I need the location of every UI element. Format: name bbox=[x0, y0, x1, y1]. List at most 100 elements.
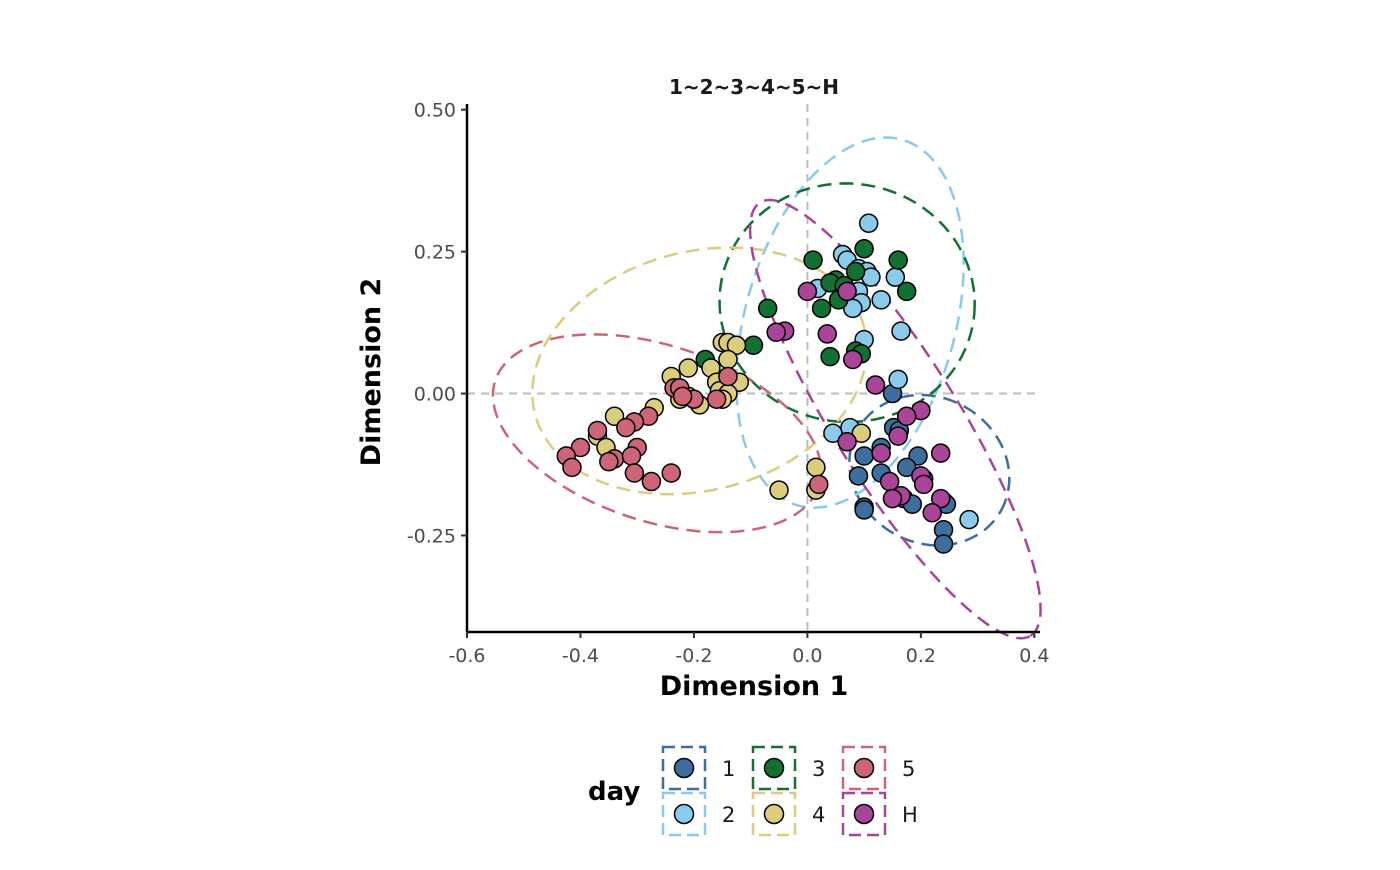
point-day-H bbox=[913, 474, 934, 495]
legend-point-swatch bbox=[853, 803, 875, 825]
ellipse-day-2 bbox=[735, 136, 965, 509]
point-day-5 bbox=[706, 389, 727, 409]
legend-key-day-4: 4 bbox=[751, 791, 825, 837]
point-day-H bbox=[843, 349, 863, 370]
legend-point-swatch bbox=[763, 803, 785, 825]
point-day-1 bbox=[854, 500, 874, 520]
legend-ellipse-swatch bbox=[751, 745, 797, 791]
point-day-2 bbox=[891, 321, 911, 341]
legend: day 1 2 3 4 5 H bbox=[588, 745, 918, 837]
point-day-4 bbox=[806, 457, 826, 478]
point-day-H bbox=[882, 488, 903, 509]
ellipse-day-4 bbox=[531, 246, 869, 496]
legend-ellipse-swatch bbox=[661, 791, 707, 837]
reference-lines bbox=[467, 104, 1040, 632]
point-day-2 bbox=[871, 290, 891, 310]
point-day-5 bbox=[718, 366, 738, 387]
point-day-H bbox=[837, 281, 857, 302]
point-day-2 bbox=[858, 213, 879, 233]
point-day-5 bbox=[570, 437, 591, 458]
chart-title: 1~2~3~4~5~H bbox=[669, 75, 839, 99]
legend-ellipse-swatch bbox=[841, 791, 887, 837]
point-day-3 bbox=[820, 346, 840, 367]
point-day-2 bbox=[823, 423, 843, 444]
point-day-4 bbox=[726, 335, 747, 356]
legend-key-day-1: 1 bbox=[661, 745, 735, 791]
point-day-4 bbox=[718, 349, 738, 370]
point-day-2 bbox=[959, 509, 979, 530]
point-day-3 bbox=[757, 298, 778, 319]
legend-label-day-3: 3 bbox=[812, 757, 825, 781]
point-day-5 bbox=[672, 386, 693, 407]
legend-label-day-1: 1 bbox=[722, 757, 735, 781]
legend-point-swatch bbox=[763, 757, 785, 779]
point-day-H bbox=[888, 426, 908, 446]
x-tick-label: -0.4 bbox=[562, 645, 599, 667]
legend-label-day-5: 5 bbox=[902, 757, 915, 781]
point-day-3 bbox=[854, 239, 874, 259]
group-ellipses bbox=[491, 136, 1042, 640]
point-day-H bbox=[865, 375, 886, 395]
point-day-4 bbox=[769, 480, 789, 500]
point-day-3 bbox=[743, 335, 764, 356]
legend-ellipse-swatch bbox=[841, 745, 887, 791]
point-day-5 bbox=[599, 451, 619, 472]
point-day-1 bbox=[848, 466, 869, 486]
point-day-5 bbox=[624, 463, 645, 483]
y-tick-label: -0.25 bbox=[407, 525, 456, 547]
point-day-2 bbox=[843, 298, 863, 319]
point-day-5 bbox=[562, 457, 582, 478]
legend-key-day-2: 2 bbox=[661, 791, 735, 837]
point-day-5 bbox=[661, 463, 681, 483]
ellipse-day-5 bbox=[491, 333, 823, 534]
point-day-3 bbox=[888, 250, 908, 270]
point-day-H bbox=[930, 488, 951, 509]
legend-ellipse-swatch bbox=[661, 745, 707, 791]
point-day-1 bbox=[896, 457, 917, 478]
point-day-H bbox=[930, 443, 951, 463]
point-day-5 bbox=[641, 471, 662, 492]
point-day-H bbox=[896, 406, 917, 427]
point-day-3 bbox=[896, 281, 917, 302]
point-day-H bbox=[766, 322, 786, 342]
point-day-H bbox=[797, 281, 818, 302]
x-tick-label: -0.2 bbox=[675, 645, 712, 667]
y-tick-label: 0.00 bbox=[414, 384, 456, 406]
point-day-2 bbox=[888, 369, 908, 390]
point-day-4 bbox=[851, 423, 872, 444]
legend-key-day-5: 5 bbox=[841, 745, 915, 791]
point-day-H bbox=[817, 324, 838, 344]
point-day-H bbox=[837, 432, 857, 452]
point-day-H bbox=[922, 503, 942, 523]
axes: -0.6 -0.4 -0.2 0.0 0.2 0.4 0.50 0.25 0.00 -0.25 bbox=[407, 100, 1050, 667]
x-tick-label: 0.4 bbox=[1019, 645, 1049, 667]
point-day-3 bbox=[845, 261, 866, 282]
legend-key-day-3: 3 bbox=[751, 745, 825, 791]
x-tick-label: 0.0 bbox=[792, 645, 822, 667]
legend-label-day-H: H bbox=[902, 803, 918, 827]
x-tick-label: 0.2 bbox=[906, 645, 936, 667]
legend-point-swatch bbox=[853, 757, 875, 779]
point-day-5 bbox=[587, 420, 608, 441]
legend-label-day-4: 4 bbox=[812, 803, 825, 827]
legend-label-day-2: 2 bbox=[722, 803, 735, 827]
y-tick-label: 0.25 bbox=[414, 242, 456, 264]
point-day-1 bbox=[854, 446, 874, 466]
point-day-4 bbox=[678, 358, 699, 378]
point-day-5 bbox=[616, 417, 636, 438]
point-day-3 bbox=[811, 298, 832, 319]
y-tick-label: 0.50 bbox=[414, 100, 456, 122]
point-day-1 bbox=[933, 534, 954, 554]
legend-title: day bbox=[588, 777, 640, 807]
point-day-5 bbox=[808, 474, 829, 495]
legend-key-day-H: H bbox=[841, 791, 918, 837]
data-points bbox=[556, 213, 979, 554]
legend-ellipse-swatch bbox=[751, 791, 797, 837]
ellipse-day-H bbox=[748, 198, 1042, 640]
y-axis-title: Dimension 2 bbox=[356, 278, 387, 467]
point-day-3 bbox=[803, 250, 823, 270]
legend-point-swatch bbox=[673, 757, 695, 779]
point-day-H bbox=[871, 443, 891, 463]
